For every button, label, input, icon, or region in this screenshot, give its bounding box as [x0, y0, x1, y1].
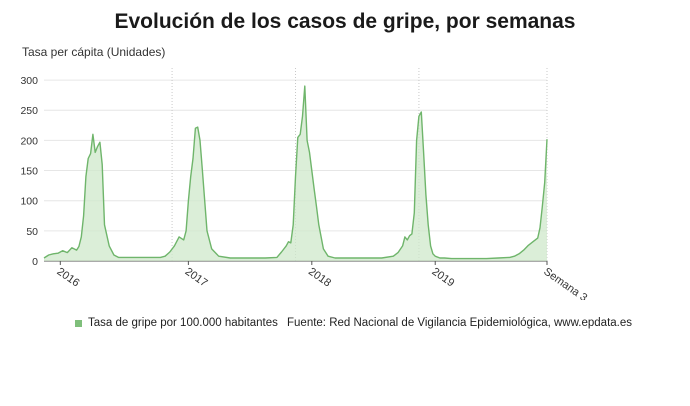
x-tick-label: 2018	[306, 266, 333, 290]
x-tick-label: 2017	[183, 266, 210, 290]
series-line	[43, 85, 548, 260]
y-ticks: 0 50 100 150 200 250 300	[20, 75, 38, 268]
y-tick-label: 250	[20, 105, 38, 117]
area-layer	[43, 85, 548, 261]
legend-label: Tasa de gripe por 100.000 habitantes	[88, 317, 278, 329]
flu-chart: 0 50 100 150 200 250 300 2016 2017 2018 2019 Seman…	[20, 68, 589, 300]
y-tick-label: 50	[26, 226, 38, 238]
y-tick-label: 100	[20, 196, 38, 208]
x-ticks: 2016 2017 2018 2019 Semana 3	[55, 261, 589, 300]
x-tick-label: 2019	[430, 266, 457, 290]
chart-title: Evolución de los casos de gripe, por sem…	[114, 10, 576, 33]
source-note: Fuente: Red Nacional de Vigilancia Epide…	[287, 317, 632, 329]
y-tick-label: 300	[20, 75, 38, 87]
y-axis-label: Tasa per cápita (Unidades)	[22, 45, 166, 59]
x-tick-label: Semana 3	[541, 266, 589, 300]
y-tick-label: 200	[20, 135, 38, 147]
x-tick-label: 2016	[55, 266, 82, 290]
series-area	[44, 86, 547, 261]
y-tick-label: 150	[20, 166, 38, 178]
legend-swatch	[75, 319, 82, 327]
y-tick-label: 0	[32, 256, 38, 268]
legend: Tasa de gripe por 100.000 habitantes	[75, 317, 278, 329]
